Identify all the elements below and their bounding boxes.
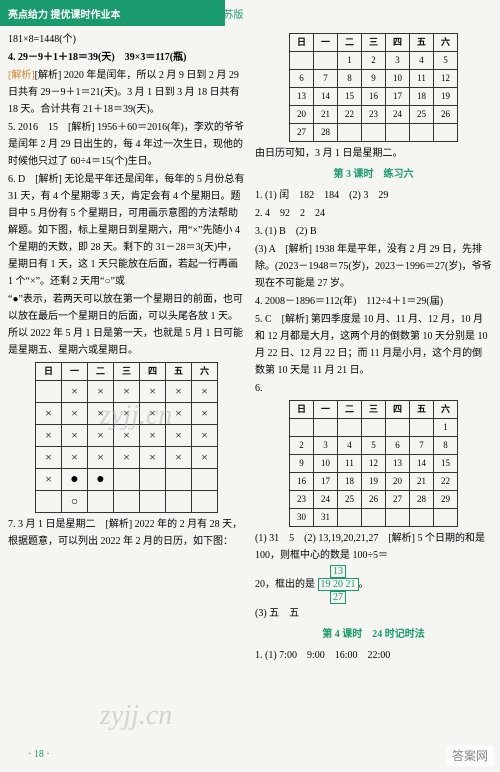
th: 四 [140,363,166,381]
mark-table: 日 一 二 三 四 五 六 ×××××× ××××××× ××××××× ×××… [35,362,218,513]
watermark-corner: 答案网 [446,745,494,766]
text-line: “●”表示，若两天可以放在第一个星期日的前面，也可以放在最后一个星期日的后面，可… [8,291,245,359]
calendar-note: 由日历可知，3 月 1 日是星期二。 [255,145,492,162]
text-line: 1. (1) 闰 182 184 (2) 3 29 [255,187,492,204]
item-5: 5. 2016 15 [解析] 1956＋60＝2016(年)，李欢的爷爷是闰年… [8,122,244,167]
calendar-table-2: 日一二三四五六 1 2345678 9101112131415 16171819… [289,400,458,527]
th: 五 [410,34,434,52]
th: 四 [386,34,410,52]
item-7: 7. 3 月 1 日是星期二 [解析] 2022 年的 2 月有 28 天，根据… [8,516,245,550]
right-column: 日 一 二 三 四 五 六 12345 6789101112 131415161… [255,30,492,665]
th: 二 [88,363,114,381]
text: 20，框出的是 [255,579,315,590]
text: [解析] 2020 年是闰年，所以 2 月 9 日到 2 月 29 日共有 29… [8,70,240,115]
table-header-row: 日 一 二 三 四 五 六 [36,363,218,381]
left-column: 181×8=1448(个) 4. 29－9＋1＋18＝39(天) 39×3＝11… [8,30,245,665]
text-line: (1) 31 5 (2) 13,19,20,21,27 [解析] 5 个日期的和… [255,530,492,564]
boxed-top: 13 [330,565,346,578]
th: 三 [114,363,140,381]
calendar-table-1: 日 一 二 三 四 五 六 12345 6789101112 131415161… [289,33,458,142]
header-title-right: 数学三年级 下册 江苏版 [139,6,244,21]
section-3-title: 第 3 课时 练习六 [255,166,492,183]
th: 三 [362,34,386,52]
th: 日 [290,34,314,52]
text: (3) A [解析] 1938 年是平年，没有 2 月 29 日，先排除。(20… [255,244,492,289]
th: 一 [62,363,88,381]
page-number: · 18 · [28,749,50,760]
content-columns: 181×8=1448(个) 4. 29－9＋1＋18＝39(天) 39×3＝11… [0,26,500,665]
text-line: 181×8=1448(个) [8,31,245,48]
text-line: 5. C [解析] 第四季度是 10 月、11 月、12 月，10 月和 12 … [255,311,492,379]
item-4: 4. 29－9＋1＋18＝39(天) 39×3＝117(瓶) [8,52,186,63]
th: 一 [314,34,338,52]
th: 二 [338,34,362,52]
item-6-label: 6. [255,380,492,397]
page-header: 亮点给力 提优课时作业本 数学三年级 下册 江苏版 [0,0,500,26]
header-title-left: 亮点给力 提优课时作业本 [8,6,121,21]
text-line: 1. (1) 7:00 9:00 16:00 22:00 [255,647,492,664]
text-line: 4. 2008－1896＝112(年) 112÷4＋1＝29(届) [255,293,492,310]
text-line: [解析][解析] 2020 年是闰年，所以 2 月 9 日到 2 月 29 日共… [8,67,245,118]
text-line: (3) A [解析] 1938 年是平年，没有 2 月 29 日，先排除。(20… [255,241,492,292]
th: 六 [192,363,218,381]
th: 五 [166,363,192,381]
th: 日 [36,363,62,381]
th: 六 [434,34,458,52]
watermark-2: zyjj.cn [100,700,172,732]
boxed-row: 19 20 21 [318,578,359,591]
text-line: 5. 2016 15 [解析] 1956＋60＝2016(年)，李欢的爷爷是闰年… [8,119,245,170]
text-line: 6. D [解析] 无论是平年还是闰年，每年的 5 月份总有 31 天，有 4 … [8,171,245,290]
boxed-bot: 27 [330,591,346,604]
item-6: 6. D [解析] 无论是平年还是闰年，每年的 5 月份总有 31 天，有 4 … [8,174,244,287]
section-4-title: 第 4 课时 24 时记时法 [255,626,492,643]
text-line: 4. 29－9＋1＋18＝39(天) 39×3＝117(瓶) [8,49,245,66]
text-line: (3) 五 五 [255,605,492,622]
boxed-answer-line: 20，框出的是 13 19 20 21 27 。 [255,565,492,604]
text-line: 3. (1) B (2) B [255,223,492,240]
explanation: [解析] [8,70,35,81]
text-line: 2. 4 92 2 24 [255,205,492,222]
